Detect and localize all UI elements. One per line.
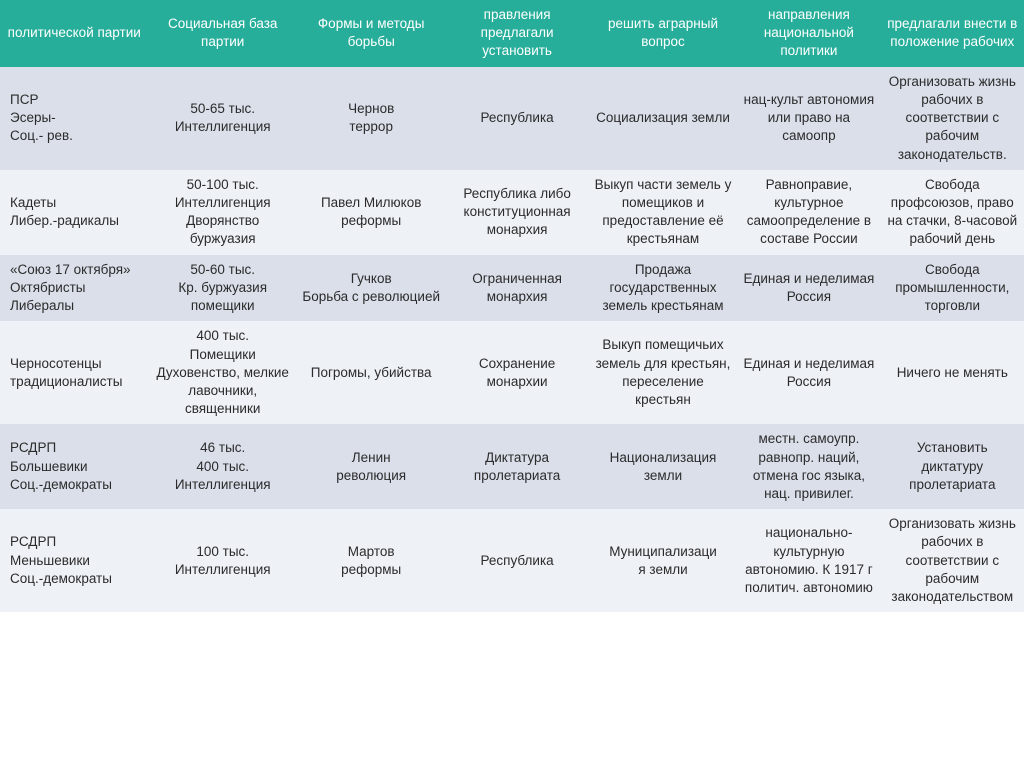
cell-methods: Черновтеррор <box>297 67 445 170</box>
cell-government: Ограниченная монархия <box>445 255 588 322</box>
col-header-5: направления национальной политики <box>737 0 880 67</box>
col-header-2: Формы и методы борьбы <box>297 0 445 67</box>
col-header-3: правления предлагали установить <box>445 0 588 67</box>
cell-government: Республика <box>445 67 588 170</box>
cell-base: 50-60 тыс.Кр. буржуазияпомещики <box>148 255 296 322</box>
col-header-4: решить аграрный вопрос <box>589 0 737 67</box>
cell-national: Равноправие, культурное самоопределение … <box>737 170 880 255</box>
cell-government: Республика <box>445 509 588 612</box>
table-row: КадетыЛибер.-радикалы50-100 тыс.Интеллиг… <box>0 170 1024 255</box>
cell-agrarian: Выкуп помещичьих земель для крестьян, пе… <box>589 321 737 424</box>
cell-name: «Союз 17 октября»ОктябристыЛибералы <box>0 255 148 322</box>
header-row: политической партии Социальная база парт… <box>0 0 1024 67</box>
cell-workers: Свобода профсоюзов, право на стачки, 8-ч… <box>881 170 1024 255</box>
col-header-1: Социальная база партии <box>148 0 296 67</box>
cell-national: местн. самоупр. равнопр. наций, отмена г… <box>737 424 880 509</box>
cell-methods: Погромы, убийства <box>297 321 445 424</box>
cell-methods: Мартовреформы <box>297 509 445 612</box>
table-body: ПСРЭсеры-Соц.- рев.50-65 тыс.Интеллигенц… <box>0 67 1024 613</box>
col-header-0: политической партии <box>0 0 148 67</box>
cell-methods: ГучковБорьба с революцией <box>297 255 445 322</box>
cell-agrarian: Выкуп части земель у помещиков и предост… <box>589 170 737 255</box>
cell-government: Сохранение монархии <box>445 321 588 424</box>
cell-methods: Павел Милюковреформы <box>297 170 445 255</box>
cell-workers: Свобода промышленности, торговли <box>881 255 1024 322</box>
cell-government: Республика либо конституционная монархия <box>445 170 588 255</box>
cell-base: 46 тыс.400 тыс.Интеллигенция <box>148 424 296 509</box>
cell-base: 50-100 тыс.ИнтеллигенцияДворянствобуржуа… <box>148 170 296 255</box>
cell-national: Единая и неделимая Россия <box>737 255 880 322</box>
cell-base: 50-65 тыс.Интеллигенция <box>148 67 296 170</box>
table-row: РСДРПБольшевикиСоц.-демократы46 тыс.400 … <box>0 424 1024 509</box>
cell-name: КадетыЛибер.-радикалы <box>0 170 148 255</box>
cell-name: ПСРЭсеры-Соц.- рев. <box>0 67 148 170</box>
cell-workers: Организовать жизнь рабочих в соответстви… <box>881 509 1024 612</box>
cell-workers: Ничего не менять <box>881 321 1024 424</box>
cell-agrarian: Муниципализация земли <box>589 509 737 612</box>
cell-methods: Ленинреволюция <box>297 424 445 509</box>
cell-national: национально-культурную автономию. К 1917… <box>737 509 880 612</box>
cell-name: Черносотенцытрадиционалисты <box>0 321 148 424</box>
table-row: ПСРЭсеры-Соц.- рев.50-65 тыс.Интеллигенц… <box>0 67 1024 170</box>
cell-name: РСДРПМеньшевикиСоц.-демократы <box>0 509 148 612</box>
cell-national: Единая и неделимая Россия <box>737 321 880 424</box>
cell-base: 100 тыс.Интеллигенция <box>148 509 296 612</box>
cell-agrarian: Социализация земли <box>589 67 737 170</box>
cell-workers: Организовать жизнь рабочих в соответстви… <box>881 67 1024 170</box>
col-header-6: предлагали внести в положение рабочих <box>881 0 1024 67</box>
cell-agrarian: Национализация земли <box>589 424 737 509</box>
table-row: Черносотенцытрадиционалисты400 тыс.Помещ… <box>0 321 1024 424</box>
cell-base: 400 тыс.ПомещикиДуховенство, мелкие лаво… <box>148 321 296 424</box>
parties-table: политической партии Социальная база парт… <box>0 0 1024 612</box>
cell-agrarian: Продажа государственных земель крестьяна… <box>589 255 737 322</box>
table-row: «Союз 17 октября»ОктябристыЛибералы50-60… <box>0 255 1024 322</box>
table-row: РСДРПМеньшевикиСоц.-демократы100 тыс.Инт… <box>0 509 1024 612</box>
cell-government: Диктатура пролетариата <box>445 424 588 509</box>
cell-name: РСДРПБольшевикиСоц.-демократы <box>0 424 148 509</box>
cell-national: нац-культ автономия или право на самоопр <box>737 67 880 170</box>
cell-workers: Установить диктатуру пролетариата <box>881 424 1024 509</box>
